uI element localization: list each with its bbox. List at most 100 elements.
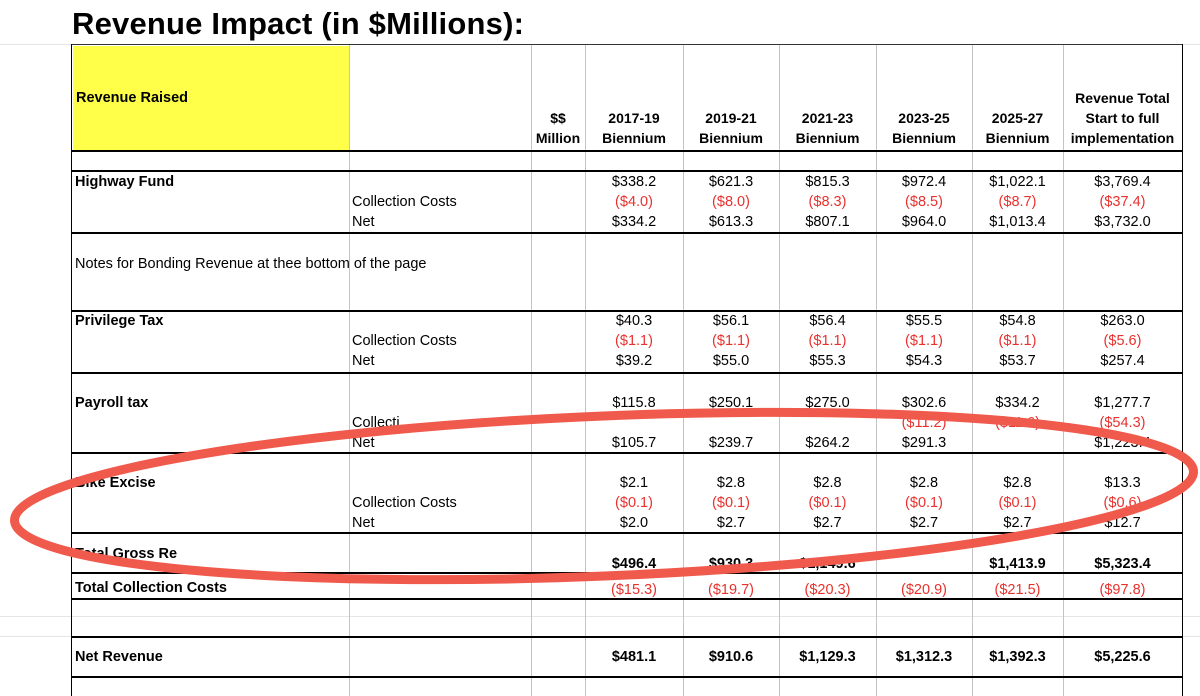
section-name: Privilege Tax	[75, 313, 164, 329]
table-cell-value: $2.7	[813, 515, 842, 531]
table-cell-value: $964.0	[901, 214, 947, 230]
table-rule	[72, 598, 1182, 600]
table-cell-value: ($8.7)	[998, 194, 1037, 210]
table-rule	[72, 310, 1182, 312]
collection-costs-label: Collection Costs	[352, 495, 457, 511]
section-name: Payroll tax	[75, 395, 149, 411]
table-cell-value: $815.3	[805, 174, 850, 190]
revenue-raised-header: Revenue Raised	[76, 90, 189, 106]
table-cell-value: $263.0	[1100, 313, 1145, 329]
column-divider	[779, 44, 780, 696]
total-gross-value: $496.4	[611, 556, 657, 572]
column-divider	[1182, 44, 1183, 696]
table-cell-value: ($1.1)	[905, 333, 943, 349]
table-cell-value: $55.0	[712, 353, 750, 369]
bonding-notes: Notes for Bonding Revenue at thee bottom…	[75, 256, 427, 272]
total-gross-value: $5,323.4	[1094, 556, 1151, 572]
table-cell-value: $54.3	[905, 353, 943, 369]
table-cell-value: $613.3	[708, 214, 754, 230]
table-cell-value: $302.6	[901, 395, 947, 411]
table-cell-value: $250.1	[708, 395, 754, 411]
table-cell-value: ($0.1)	[615, 495, 653, 511]
column-header-line: 2023-25	[898, 110, 950, 126]
table-cell-value: $1,223.4	[1094, 435, 1151, 451]
table-cell-value: $334.2	[611, 214, 657, 230]
column-divider	[972, 44, 973, 696]
table-cell-value: ($0.1)	[905, 495, 943, 511]
column-header: 2023-25 Biennium	[876, 108, 972, 148]
column-header-line: Biennium	[699, 130, 763, 146]
table-cell-value: ($1.1)	[712, 333, 750, 349]
column-header-line: implementation	[1070, 130, 1175, 146]
table-cell-value: $2.8	[813, 475, 842, 491]
table-rule	[72, 452, 1182, 454]
table-cell-value: ($8.3)	[808, 194, 847, 210]
column-divider	[585, 44, 586, 696]
column-header-line: $$	[550, 110, 566, 126]
net-label: Net	[352, 515, 375, 531]
table-rule	[72, 636, 1182, 638]
column-header-line: Biennium	[795, 130, 860, 146]
table-cell-value: ($1.1)	[998, 333, 1037, 349]
table-cell-value: $3,769.4	[1094, 174, 1151, 190]
table-cell-value: $257.4	[1100, 353, 1145, 369]
collection-costs-label: Collection Costs	[352, 194, 457, 210]
column-header-line: Revenue Total	[1075, 90, 1170, 106]
table-cell-value: ($8.0)	[712, 194, 750, 210]
table-cell-value: ($0.1)	[808, 495, 847, 511]
column-header-line: Million	[535, 130, 581, 146]
total-collection-label: Total Collection Costs	[75, 580, 227, 596]
table-rule	[72, 170, 1182, 172]
total-collection-value: ($15.3)	[611, 582, 657, 598]
column-header-line: Biennium	[892, 130, 956, 146]
table-cell-value: $56.1	[712, 313, 750, 329]
column-header: 2025-27 Biennium	[972, 108, 1063, 148]
table-rule	[72, 676, 1182, 678]
table-cell-value: ($1.1)	[615, 333, 653, 349]
table-cell-value: $338.2	[611, 174, 657, 190]
total-collection-value: ($20.3)	[804, 582, 851, 598]
table-cell-value: $13.3	[1104, 475, 1141, 491]
net-revenue-value: $1,129.3	[799, 649, 856, 665]
total-collection-value: ($21.5)	[994, 582, 1041, 598]
table-cell-value: ($0.6)	[1103, 495, 1142, 511]
table-cell-value: $2.8	[1003, 475, 1032, 491]
table-cell-value: $972.4	[901, 174, 947, 190]
table-cell-value: $2.7	[716, 515, 746, 531]
table-rule	[72, 150, 1182, 152]
column-header: 2021-23 Biennium	[779, 108, 876, 148]
table-cell-value: $264.2	[805, 435, 850, 451]
table-cell-value: $54.8	[999, 313, 1036, 329]
column-divider	[683, 44, 684, 696]
net-revenue-value: $5,225.6	[1094, 649, 1151, 665]
column-header-line: 2017-19	[608, 110, 660, 126]
collection-costs-label: Collection Costs	[352, 333, 457, 349]
table-cell-value: ($11.2)	[901, 415, 947, 431]
column-divider	[349, 44, 350, 696]
net-revenue-value: $1,392.3	[989, 649, 1046, 665]
column-divider	[531, 44, 532, 696]
total-collection-value: ($20.9)	[901, 582, 947, 598]
collection-costs-label: Collecti	[352, 415, 400, 431]
total-collection-value: ($19.7)	[708, 582, 754, 598]
net-revenue-value: $1,312.3	[895, 649, 953, 665]
table-cell-value: $2.7	[1003, 515, 1032, 531]
total-gross-value: $1,413.9	[989, 556, 1046, 572]
table-cell-value: $291.3	[901, 435, 947, 451]
table-cell-value: $2.8	[909, 475, 939, 491]
table-cell-value: $1,022.1	[989, 174, 1046, 190]
total-gross-value: $930.3	[708, 556, 754, 572]
table-rule	[72, 232, 1182, 234]
table-cell-value: $55.5	[905, 313, 943, 329]
net-label: Net	[352, 353, 375, 369]
table-cell-value: ($0.1)	[712, 495, 750, 511]
table-cell-value: $2.8	[716, 475, 746, 491]
table-cell-value: $12.7	[1104, 515, 1141, 531]
table-cell-value: $1,013.4	[989, 214, 1046, 230]
table-cell-value: ($37.4)	[1099, 194, 1146, 210]
total-collection-value: ($97.8)	[1099, 582, 1146, 598]
table-cell-value: ($8.5)	[905, 194, 943, 210]
column-header: 2019-21 Biennium	[683, 108, 779, 148]
table-top-border	[72, 44, 1182, 45]
revenue-raised-highlight	[73, 46, 349, 150]
